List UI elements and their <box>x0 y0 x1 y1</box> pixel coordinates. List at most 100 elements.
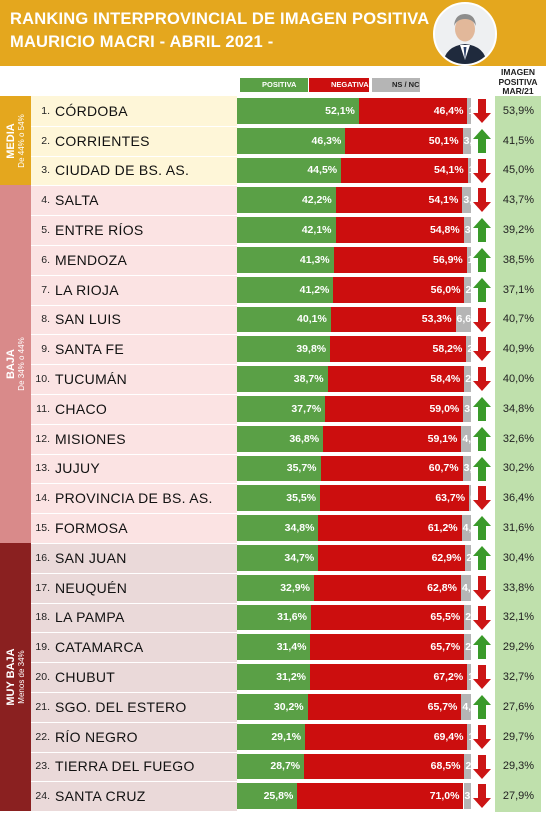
bar-nsnc: 1,6 <box>467 664 471 690</box>
bar-nsnc: 2,0 <box>466 336 471 363</box>
table-row: 3. CIUDAD DE BS. AS. 44,5%54,1%1,4 45,0% <box>0 155 546 186</box>
prev-header-line: POSITIVA <box>498 76 538 87</box>
prev-header-line: IMAGEN <box>501 67 535 77</box>
bar-negativa: 69,4% <box>305 723 468 750</box>
bar-negativa: 62,9% <box>318 545 466 571</box>
rank-number: 17. <box>35 581 50 594</box>
province-name: CORRIENTES <box>55 132 150 149</box>
prev-header-line: MAR/21 <box>502 86 534 96</box>
province-name: MISIONES <box>55 430 126 447</box>
bar-positiva: 30,2% <box>237 694 308 720</box>
down-arrow-icon <box>473 307 491 332</box>
table-row: 4. SALTA 42,2%54,1%3,7 43,7% <box>0 185 546 215</box>
province-name: SAN LUIS <box>55 311 122 328</box>
down-arrow-icon <box>473 724 491 749</box>
prev-value: 27,9% <box>502 790 535 803</box>
up-arrow-icon <box>473 248 491 272</box>
bar-positiva: 41,3% <box>237 247 334 273</box>
province-name: SAN JUAN <box>55 549 127 566</box>
rank-number: 7. <box>41 283 50 296</box>
prev-value: 53,9% <box>502 104 535 117</box>
prev-value: 36,4% <box>502 492 535 505</box>
row-divider <box>31 185 237 187</box>
rank-number: 9. <box>41 343 50 356</box>
rank-number: 5. <box>41 224 50 237</box>
bar-negativa: 56,9% <box>333 247 467 273</box>
rank-number: 12. <box>35 432 50 445</box>
table-row: 8. SAN LUIS 40,1%53,3%6,6% 40,7% <box>0 304 546 335</box>
row-divider <box>31 751 237 753</box>
bar-positiva: 38,7% <box>237 366 328 392</box>
down-arrow-icon <box>473 188 491 213</box>
prev-value: 32,6% <box>502 432 535 445</box>
bar-nsnc: 4,1 <box>461 694 471 720</box>
province-name: CIUDAD DE BS. AS. <box>55 162 190 179</box>
bar-positiva: 32,9% <box>237 574 314 601</box>
bar-negativa: 62,8% <box>313 574 461 601</box>
up-arrow-icon <box>473 695 491 719</box>
legend-label: NS / NC <box>392 80 420 89</box>
bar-nsnc: 2,4 <box>465 545 471 571</box>
bar-nsnc: 3,1 <box>463 217 471 243</box>
up-arrow-icon <box>473 456 491 481</box>
down-arrow-icon <box>473 486 491 511</box>
rank-number: 14. <box>35 492 50 505</box>
band-background-muybaja <box>31 543 237 812</box>
bar-negativa: 65,7% <box>307 694 462 720</box>
bar-negativa: 53,3% <box>330 306 456 333</box>
bar-positiva: 41,2% <box>237 276 334 303</box>
row-divider <box>31 423 237 425</box>
rank-number: 4. <box>41 194 50 207</box>
bar-positiva: 35,7% <box>237 455 321 482</box>
row-divider <box>31 513 237 515</box>
bar-positiva: 31,6% <box>237 604 311 631</box>
bar-negativa: 58,2% <box>330 336 467 363</box>
up-arrow-icon <box>473 546 491 570</box>
prev-value: 41,5% <box>502 134 535 147</box>
table-row: 6. MENDOZA 41,3%56,9%1,8 38,5% <box>0 245 546 275</box>
row-divider <box>31 632 237 634</box>
table-row: 1. CÓRDOBA 52,1%46,4%1,5 53,9% <box>0 96 546 126</box>
bar-positiva: 42,2% <box>237 187 336 214</box>
prev-value: 30,4% <box>502 551 535 564</box>
row-divider <box>31 274 237 276</box>
bar-nsnc: 1,4 <box>467 157 471 184</box>
bar-positiva: 34,7% <box>237 545 319 571</box>
province-name: TIERRA DEL FUEGO <box>55 758 195 775</box>
rank-number: 16. <box>35 551 50 564</box>
table-row: 14. PROVINCIA DE BS. AS. 35,5%63,7%0,8 36,4… <box>0 483 546 513</box>
row-divider <box>31 304 237 306</box>
portrait-photo <box>433 2 497 66</box>
down-arrow-icon <box>473 575 491 600</box>
bar-nsnc: 0,8 <box>469 485 471 512</box>
bar-negativa: 56,0% <box>333 276 465 303</box>
province-name: CÓRDOBA <box>55 102 128 119</box>
rank-number: 3. <box>41 164 50 177</box>
rank-number: 1. <box>41 104 50 117</box>
row-divider <box>31 692 237 693</box>
bar-negativa: 46,4% <box>358 98 468 124</box>
up-arrow-icon <box>473 635 491 660</box>
table-row: 16. SAN JUAN 34,7%62,9%2,4 30,4% <box>0 543 546 573</box>
prev-value: 38,5% <box>502 253 535 266</box>
up-arrow-icon <box>473 426 491 451</box>
bar-positiva: 25,8% <box>237 783 298 810</box>
prev-value: 29,7% <box>502 730 535 743</box>
province-name: PROVINCIA DE BS. AS. <box>55 490 213 507</box>
bar-positiva: 36,8% <box>237 425 324 452</box>
province-name: TUCUMÁN <box>55 371 128 388</box>
bar-nsnc: 4,0 <box>461 515 471 541</box>
rank-number: 2. <box>41 134 50 147</box>
province-name: ENTRE RÍOS <box>55 222 144 239</box>
table-row: 12. MISIONES 36,8%59,1%4,1 32,6% <box>0 423 546 454</box>
province-name: RÍO NEGRO <box>55 728 138 745</box>
down-arrow-icon <box>473 605 491 630</box>
bar-positiva: 31,4% <box>237 634 311 661</box>
bar-positiva: 42,1% <box>237 217 336 243</box>
down-arrow-icon <box>473 665 491 690</box>
row-divider <box>31 245 237 246</box>
prev-column-header: IMAGEN POSITIVA MAR/21 <box>495 67 541 97</box>
prev-value: 39,2% <box>502 224 535 237</box>
table-row: 23. TIERRA DEL FUEGO 28,7%68,5%2,8 29,3% <box>0 751 546 782</box>
bar-negativa: 54,8% <box>335 217 464 243</box>
